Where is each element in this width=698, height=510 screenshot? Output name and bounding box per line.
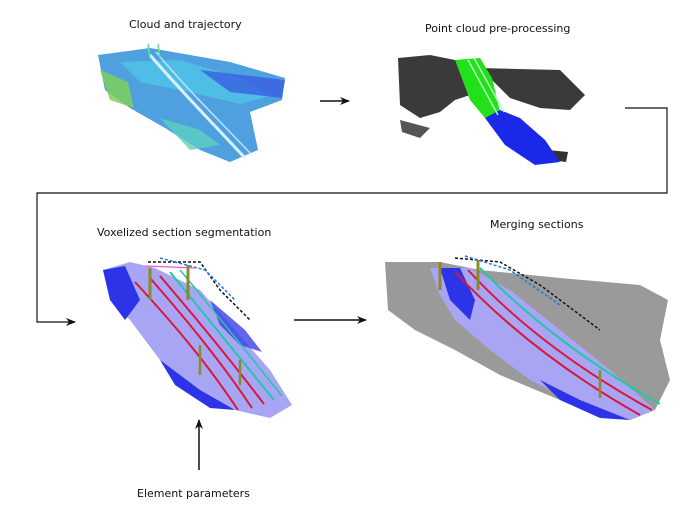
trajectory-line [148, 54, 247, 160]
raw-cloud-image [98, 43, 285, 162]
merged-sections-image [385, 255, 670, 420]
label-voxelized: Voxelized section segmentation [97, 226, 272, 239]
arrow-preprocess-to-voxel [36, 107, 668, 326]
label-element-params: Element parameters [137, 487, 250, 500]
label-merging: Merging sections [490, 218, 584, 231]
merged-rail-red-1 [454, 271, 641, 416]
rail-cyan-1 [169, 271, 275, 401]
label-preprocessing: Point cloud pre-processing [425, 22, 571, 35]
voxelized-section-image [103, 257, 292, 418]
rail-red-3 [159, 275, 265, 405]
label-cloud-trajectory: Cloud and trajectory [129, 18, 242, 31]
merged-rail-cyan [479, 267, 661, 405]
rail-red-2 [149, 277, 253, 409]
rail-red-1 [134, 281, 239, 411]
preprocessed-cloud-image [398, 55, 585, 165]
